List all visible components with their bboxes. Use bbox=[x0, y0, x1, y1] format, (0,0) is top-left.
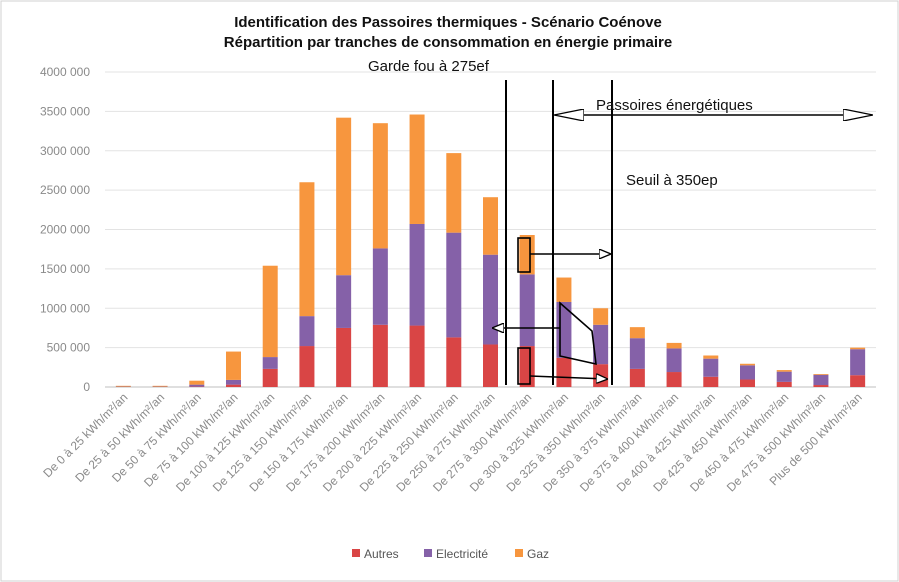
bar-gaz-12 bbox=[556, 277, 572, 302]
bar-autres-18 bbox=[776, 381, 792, 387]
bar-gaz-8 bbox=[409, 114, 425, 224]
bar-gaz-17 bbox=[740, 363, 755, 366]
y-tick-label: 3500 000 bbox=[40, 104, 90, 118]
bar-electricité-7 bbox=[372, 248, 388, 325]
bar-gaz-18 bbox=[776, 370, 792, 372]
legend-label-gaz: Gaz bbox=[527, 547, 549, 561]
bar-autres-20 bbox=[850, 375, 866, 387]
bar-gaz-7 bbox=[372, 123, 388, 249]
bar-gaz-16 bbox=[703, 355, 719, 359]
bar-autres-15 bbox=[666, 372, 682, 387]
bar-electricité-16 bbox=[703, 358, 719, 377]
bar-gaz-14 bbox=[629, 327, 645, 339]
bar-autres-9 bbox=[446, 337, 462, 387]
gaz-highlight-box bbox=[517, 237, 531, 273]
bar-gaz-5 bbox=[299, 182, 315, 317]
bar-electricité-17 bbox=[740, 365, 755, 380]
chart-subtitle: Répartition par tranches de consommation… bbox=[224, 34, 672, 51]
chart-title: Identification des Passoires thermiques … bbox=[234, 14, 662, 31]
bar-gaz-15 bbox=[666, 342, 682, 349]
bar-electricité-8 bbox=[409, 223, 425, 326]
bar-electricité-14 bbox=[629, 338, 645, 369]
bar-electricité-13 bbox=[593, 324, 609, 365]
bar-autres-8 bbox=[409, 325, 425, 387]
bar-electricité-9 bbox=[446, 232, 462, 338]
y-tick-label: 1500 000 bbox=[40, 262, 90, 276]
autres-highlight-box bbox=[517, 347, 531, 385]
electricite-bracket bbox=[559, 301, 597, 366]
passoires-label: Passoires énergétiques bbox=[596, 97, 753, 114]
bar-electricité-6 bbox=[336, 275, 352, 328]
bar-electricité-20 bbox=[850, 349, 866, 376]
bar-autres-5 bbox=[299, 346, 315, 387]
autres-transfer-arrow bbox=[529, 376, 607, 379]
bar-gaz-6 bbox=[336, 117, 352, 276]
bars bbox=[115, 114, 866, 387]
bar-autres-14 bbox=[629, 368, 645, 387]
bar-autres-13 bbox=[593, 364, 609, 387]
garde-fou-label: Garde fou à 275ef bbox=[368, 58, 490, 75]
seuil-label: Seuil à 350ep bbox=[626, 172, 718, 189]
y-tick-label: 0 bbox=[83, 380, 90, 394]
bar-autres-7 bbox=[372, 324, 388, 387]
bar-gaz-3 bbox=[226, 351, 241, 380]
bar-autres-12 bbox=[556, 357, 572, 387]
bar-gaz-20 bbox=[850, 347, 866, 350]
y-tick-label: 1000 000 bbox=[40, 301, 90, 315]
bar-autres-16 bbox=[703, 376, 719, 387]
bar-gaz-4 bbox=[262, 265, 278, 358]
y-tick-label: 2500 000 bbox=[40, 183, 90, 197]
bar-gaz-19 bbox=[813, 374, 829, 375]
bar-autres-17 bbox=[740, 379, 755, 387]
bar-electricité-10 bbox=[483, 254, 498, 345]
legend: Autres Electricité Gaz bbox=[352, 547, 549, 561]
bar-electricité-4 bbox=[262, 357, 278, 369]
bar-electricité-18 bbox=[776, 371, 792, 382]
legend-swatch-electricité bbox=[424, 549, 432, 557]
bar-autres-19 bbox=[813, 385, 829, 387]
bar-electricité-19 bbox=[813, 374, 829, 386]
legend-label-electricité: Electricité bbox=[436, 547, 488, 561]
bar-autres-3 bbox=[226, 384, 241, 387]
bar-gaz-0 bbox=[115, 385, 131, 387]
y-tick-label: 4000 000 bbox=[40, 65, 90, 79]
bar-electricité-15 bbox=[666, 348, 682, 373]
bar-electricité-5 bbox=[299, 316, 315, 347]
legend-swatch-gaz bbox=[515, 549, 523, 557]
annotations: Garde fou à 275ef Passoires énergétiques… bbox=[368, 58, 872, 385]
bar-gaz-1 bbox=[152, 385, 168, 387]
bar-gaz-10 bbox=[483, 197, 498, 255]
bar-autres-10 bbox=[483, 344, 498, 387]
bar-autres-4 bbox=[262, 368, 278, 387]
y-tick-label: 2000 000 bbox=[40, 223, 90, 237]
bar-electricité-2 bbox=[189, 384, 205, 387]
bar-gaz-13 bbox=[593, 308, 609, 325]
bar-electricité-11 bbox=[519, 274, 535, 347]
legend-swatch-autres bbox=[352, 549, 360, 557]
y-tick-label: 3000 000 bbox=[40, 144, 90, 158]
y-axis: 0 500 000 1000 000 1500 000 2000 000 2500 000… bbox=[40, 65, 90, 394]
bar-gaz-9 bbox=[446, 153, 462, 233]
bar-autres-6 bbox=[336, 327, 352, 387]
legend-label-autres: Autres bbox=[364, 547, 399, 561]
bar-electricité-3 bbox=[226, 379, 241, 385]
bar-gaz-2 bbox=[189, 380, 205, 385]
y-tick-label: 500 000 bbox=[47, 341, 91, 355]
